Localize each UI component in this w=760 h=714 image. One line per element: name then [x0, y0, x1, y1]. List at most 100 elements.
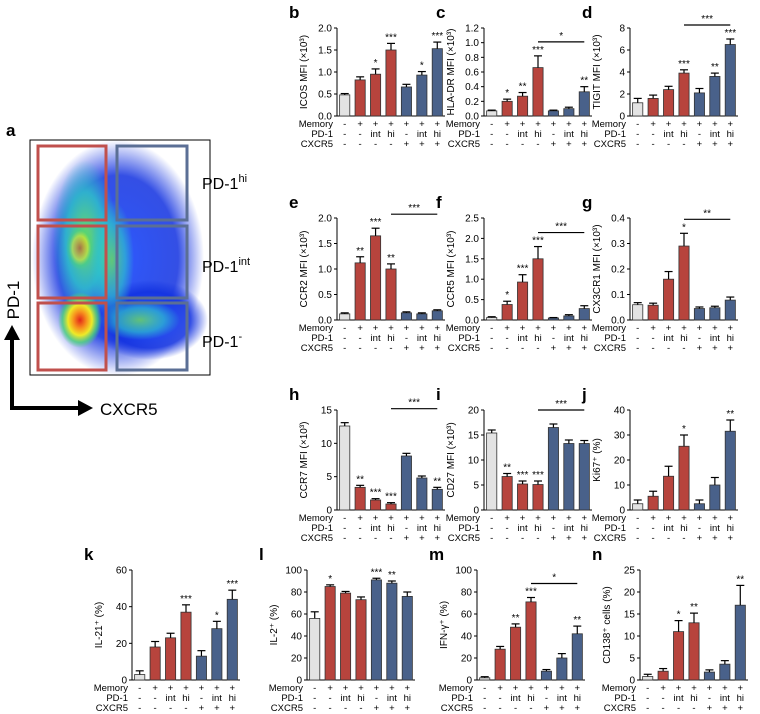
- y-tick-label: 40: [461, 632, 473, 643]
- significance-stars: ***: [371, 567, 383, 578]
- group-cell: +: [650, 119, 656, 130]
- group-cell: +: [551, 139, 557, 150]
- group-cell: +: [676, 683, 682, 694]
- y-tick-label: 10: [321, 439, 333, 450]
- group-cell: -: [374, 343, 377, 354]
- group-cell: -: [343, 523, 346, 534]
- group-cell: hi: [527, 693, 534, 704]
- y-tick-label: 25: [624, 566, 636, 577]
- group-cell: +: [566, 139, 572, 150]
- group-row-label: CXCR5: [301, 533, 333, 544]
- group-cell: +: [513, 683, 519, 694]
- group-cell: -: [667, 139, 670, 150]
- group-cell: -: [405, 523, 408, 534]
- group-row-label: CXCR5: [271, 703, 303, 714]
- group-cell: hi: [534, 333, 541, 344]
- significance-stars: ***: [226, 579, 238, 590]
- group-cell: -: [483, 683, 486, 694]
- bar: [517, 483, 529, 511]
- bar: [734, 604, 746, 681]
- significance-stars: **: [503, 463, 511, 474]
- group-cell: hi: [534, 523, 541, 534]
- group-cell: +: [520, 513, 526, 524]
- group-cell: +: [230, 683, 236, 694]
- y-tick-label: 2.0: [465, 234, 479, 245]
- group-cell: -: [636, 533, 639, 544]
- group-cell: +: [357, 513, 363, 524]
- group-cell: +: [230, 703, 236, 714]
- y-tick-label: 0.2: [611, 265, 625, 276]
- group-cell: -: [490, 333, 493, 344]
- group-cell: +: [343, 683, 349, 694]
- group-cell: +: [566, 323, 572, 334]
- group-cell: +: [504, 119, 510, 130]
- group-row-label: Memory: [299, 323, 334, 334]
- group-cell: +: [559, 703, 565, 714]
- group-cell: +: [666, 513, 672, 524]
- group-row-label: Memory: [446, 323, 481, 334]
- group-cell: hi: [727, 333, 734, 344]
- bar: [401, 596, 413, 681]
- group-cell: -: [375, 693, 378, 704]
- group-cell: -: [636, 129, 639, 140]
- group-cell: +: [405, 683, 411, 694]
- group-cell: +: [722, 703, 728, 714]
- significance-stars: *: [505, 88, 509, 99]
- bar: [578, 91, 590, 117]
- y-tick-label: 0.2: [465, 97, 479, 108]
- bar: [400, 455, 412, 511]
- significance-stars: ***: [532, 470, 544, 481]
- significance-stars: **: [433, 476, 441, 487]
- group-cell: -: [405, 333, 408, 344]
- group-cell: +: [566, 119, 572, 130]
- group-cell: +: [435, 119, 441, 130]
- y-tick-label: 0.0: [611, 316, 625, 327]
- group-row-label: PD-1: [604, 129, 626, 140]
- group-cell: +: [660, 683, 666, 694]
- y-tick-label: 0.3: [611, 239, 625, 250]
- bar: [385, 268, 397, 321]
- group-cell: +: [497, 683, 503, 694]
- group-cell: +: [551, 119, 557, 130]
- group-cell: +: [681, 513, 687, 524]
- y-tick-label: 0.1: [611, 290, 625, 301]
- significance-stars: *: [505, 290, 509, 301]
- group-cell: +: [199, 683, 205, 694]
- gate-pd1neg-cxcr5neg: [36, 301, 108, 372]
- group-cell: hi: [434, 333, 441, 344]
- y-tick-label: 10: [468, 456, 480, 467]
- gate-pd1neg-cxcr5pos: [115, 301, 189, 372]
- y-tick-label: 2.0: [318, 24, 332, 35]
- group-cell: +: [551, 513, 557, 524]
- group-cell: int: [518, 523, 528, 534]
- group-cell: +: [435, 139, 441, 150]
- group-cell: -: [514, 703, 517, 714]
- y-tick-label: 0.5: [318, 90, 332, 101]
- group-cell: -: [521, 533, 524, 544]
- y-tick-label: 5: [326, 472, 332, 483]
- group-cell: hi: [737, 693, 744, 704]
- y-axis-label: CX3CR1 MFI (×10³): [592, 224, 603, 313]
- group-cell: int: [710, 129, 720, 140]
- significance-stars: **: [736, 574, 744, 585]
- bar: [647, 98, 659, 117]
- y-tick-label: 2: [619, 90, 625, 101]
- y-tick-label: 20: [461, 654, 473, 665]
- group-cell: -: [359, 523, 362, 534]
- bar: [547, 317, 559, 321]
- bar: [385, 49, 397, 117]
- bar: [486, 110, 498, 117]
- group-cell: -: [313, 703, 316, 714]
- group-row-label: PD-1: [614, 693, 636, 704]
- group-cell: +: [697, 343, 703, 354]
- bar: [517, 281, 529, 321]
- bracket-stars: ***: [555, 399, 567, 410]
- y-tick-label: 0.4: [611, 214, 625, 225]
- group-cell: +: [728, 139, 734, 150]
- group-cell: -: [682, 533, 685, 544]
- group-cell: -: [344, 703, 347, 714]
- bar: [180, 611, 192, 681]
- bar: [416, 477, 428, 511]
- group-cell: +: [728, 323, 734, 334]
- bar: [370, 499, 382, 511]
